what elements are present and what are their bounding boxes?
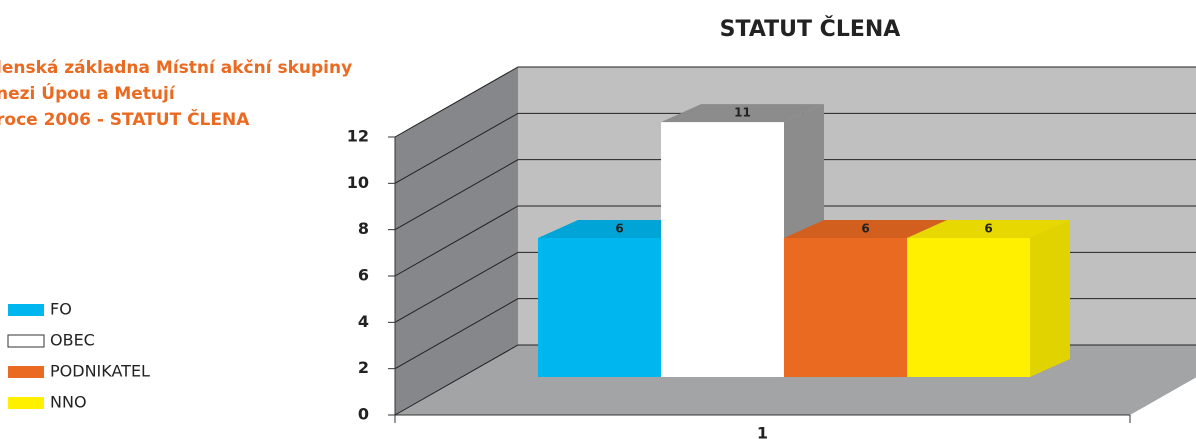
bar-side [1030, 220, 1070, 377]
annotation: lenská základna Místní akční skupiny [0, 58, 352, 78]
legend-swatch [8, 397, 44, 409]
grid-line [394, 159, 1196, 231]
data-label: 6 [615, 222, 623, 236]
data-label: 11 [734, 106, 751, 120]
annotation: roce 2006 - STATUT ČLENA [0, 108, 250, 130]
x-tick-label: 1 [757, 424, 768, 439]
bar-top [661, 104, 824, 123]
legend-label: OBEC [50, 331, 95, 350]
y-tick-label: 0 [358, 405, 369, 424]
bar [784, 238, 907, 377]
y-tick-label: 8 [358, 219, 369, 238]
grid-line [394, 66, 1196, 138]
data-label: 6 [861, 222, 869, 236]
legend-label: FO [50, 300, 72, 319]
legend-label: NNO [50, 393, 87, 412]
bar [538, 238, 661, 377]
grid-line [394, 205, 1196, 277]
bar-top [784, 220, 947, 238]
legend-swatch [8, 366, 44, 378]
y-tick-label: 4 [358, 312, 369, 331]
annotation: nezi Úpou a Metují [0, 82, 176, 104]
legend-swatch [8, 304, 44, 316]
grid-line [394, 112, 1196, 184]
legend-swatch [7, 334, 45, 348]
y-tick-label: 2 [358, 358, 369, 377]
bar [907, 238, 1030, 377]
y-tick-label: 12 [347, 127, 369, 146]
chart-title: STATUT ČLENA [720, 16, 901, 42]
y-tick-label: 10 [347, 173, 369, 192]
bar-top [538, 220, 701, 238]
bar-top [907, 220, 1070, 238]
data-label: 6 [984, 222, 992, 236]
legend-label: PODNIKATEL [50, 362, 150, 381]
bar [661, 122, 784, 378]
y-tick-label: 6 [358, 266, 369, 285]
